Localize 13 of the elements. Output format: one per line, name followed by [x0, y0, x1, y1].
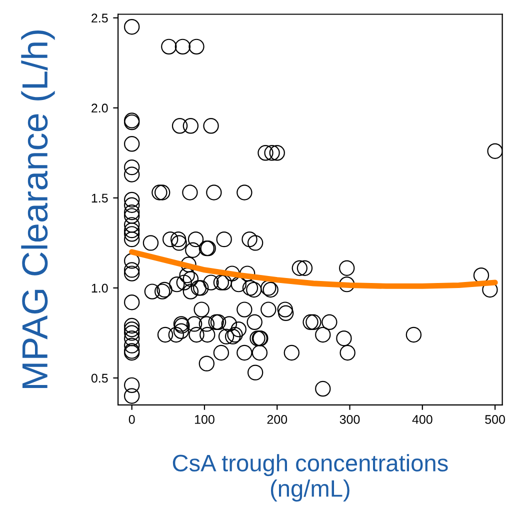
y-tick-label: 2.0	[92, 104, 108, 113]
y-tick-label: 1.0	[92, 284, 108, 293]
y-axis-title: MPAG Clearance (L/h)	[21, 30, 55, 388]
x-tick-label: 300	[340, 415, 360, 424]
x-axis-title: CsA trough concentrations (ng/mL)	[172, 454, 448, 502]
x-tick-label: 200	[267, 415, 288, 424]
x-tick-label: 100	[195, 415, 214, 424]
x-tick-label: 0	[128, 415, 135, 424]
y-tick-label: 1.5	[92, 194, 108, 203]
y-tick-label: 2.5	[92, 14, 108, 23]
x-tick-label: 400	[412, 415, 432, 424]
y-tick-label: 0.5	[91, 374, 108, 383]
x-tick-label: 500	[485, 415, 505, 424]
